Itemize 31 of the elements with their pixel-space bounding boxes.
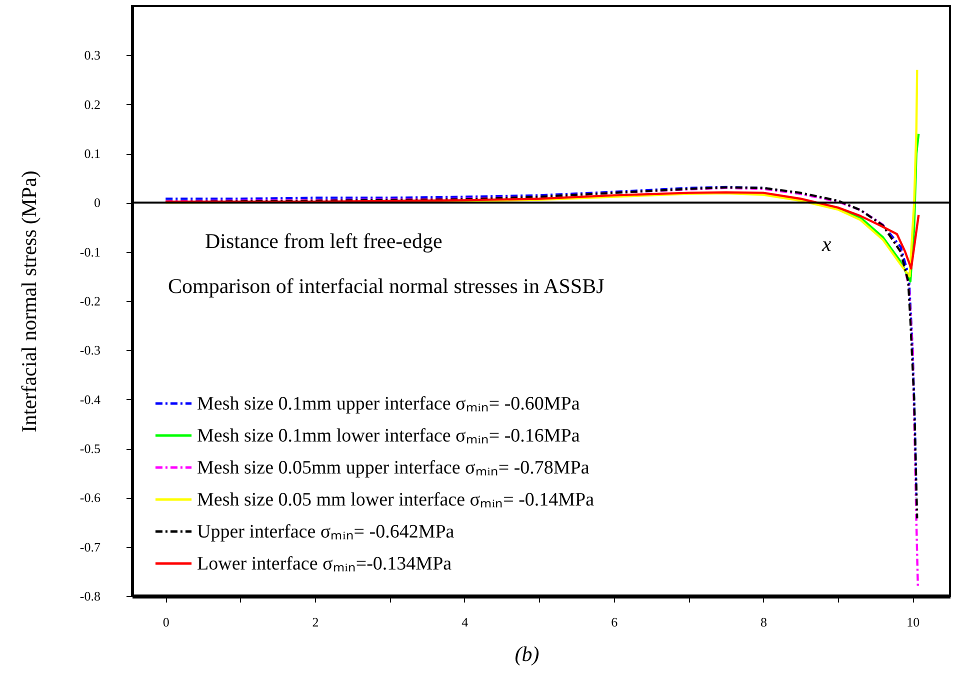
x-tick-label: 2 xyxy=(312,614,319,630)
x-tick-label: 4 xyxy=(462,614,469,630)
legend-label: Mesh size 0.05 mm lower interface σₘᵢₙ= -0.14MPa xyxy=(197,490,595,510)
y-tick-label: -0.5 xyxy=(80,441,100,456)
legend-label: Mesh size 0.1mm lower interface σₘᵢₙ= -0.16MPa xyxy=(197,426,580,446)
x-tick-label: 8 xyxy=(760,614,767,630)
y-tick-label: -0.1 xyxy=(80,244,100,260)
x-tick-label: 10 xyxy=(906,614,920,630)
legend-label: Lower interface σₘᵢₙ=-0.134MPa xyxy=(197,554,452,574)
y-tick-label: 0.2 xyxy=(84,96,100,112)
y-axis-title: Interfacial normal stress (MPa) xyxy=(16,170,41,432)
y-tick-label: -0.2 xyxy=(80,294,100,308)
y-tick-label: -0.3 xyxy=(80,342,100,358)
x-tick-label: 6 xyxy=(611,614,618,630)
x-axis-title: Distance from left free-edge xyxy=(205,229,442,253)
x-tick-label: 0 xyxy=(162,614,170,630)
line-series xyxy=(164,191,920,270)
annotation: x xyxy=(821,232,832,256)
y-tick-label: -0.4 xyxy=(80,392,101,407)
line-series xyxy=(164,186,919,588)
legend-label: Mesh size 0.1mm upper interface σₘᵢₙ= -0.60MPa xyxy=(197,394,580,414)
text: (b) xyxy=(514,642,540,666)
y-tick-label: 0 xyxy=(94,195,100,210)
legend-label: Mesh size 0.05mm upper interface σₘᵢₙ= -0.78MPa xyxy=(197,458,590,478)
y-tick-label: -0.6 xyxy=(80,490,101,506)
y-tick-label: 0.1 xyxy=(84,146,100,161)
y-tick-label: -0.7 xyxy=(80,539,101,554)
annotation: Comparison of interfacial normal stresses in ASSBJ xyxy=(168,274,604,298)
legend-label: Upper interface σₘᵢₙ= -0.642MPa xyxy=(197,522,455,542)
y-tick-label: -0.8 xyxy=(80,588,100,604)
y-tick-label: 0.3 xyxy=(84,48,100,63)
